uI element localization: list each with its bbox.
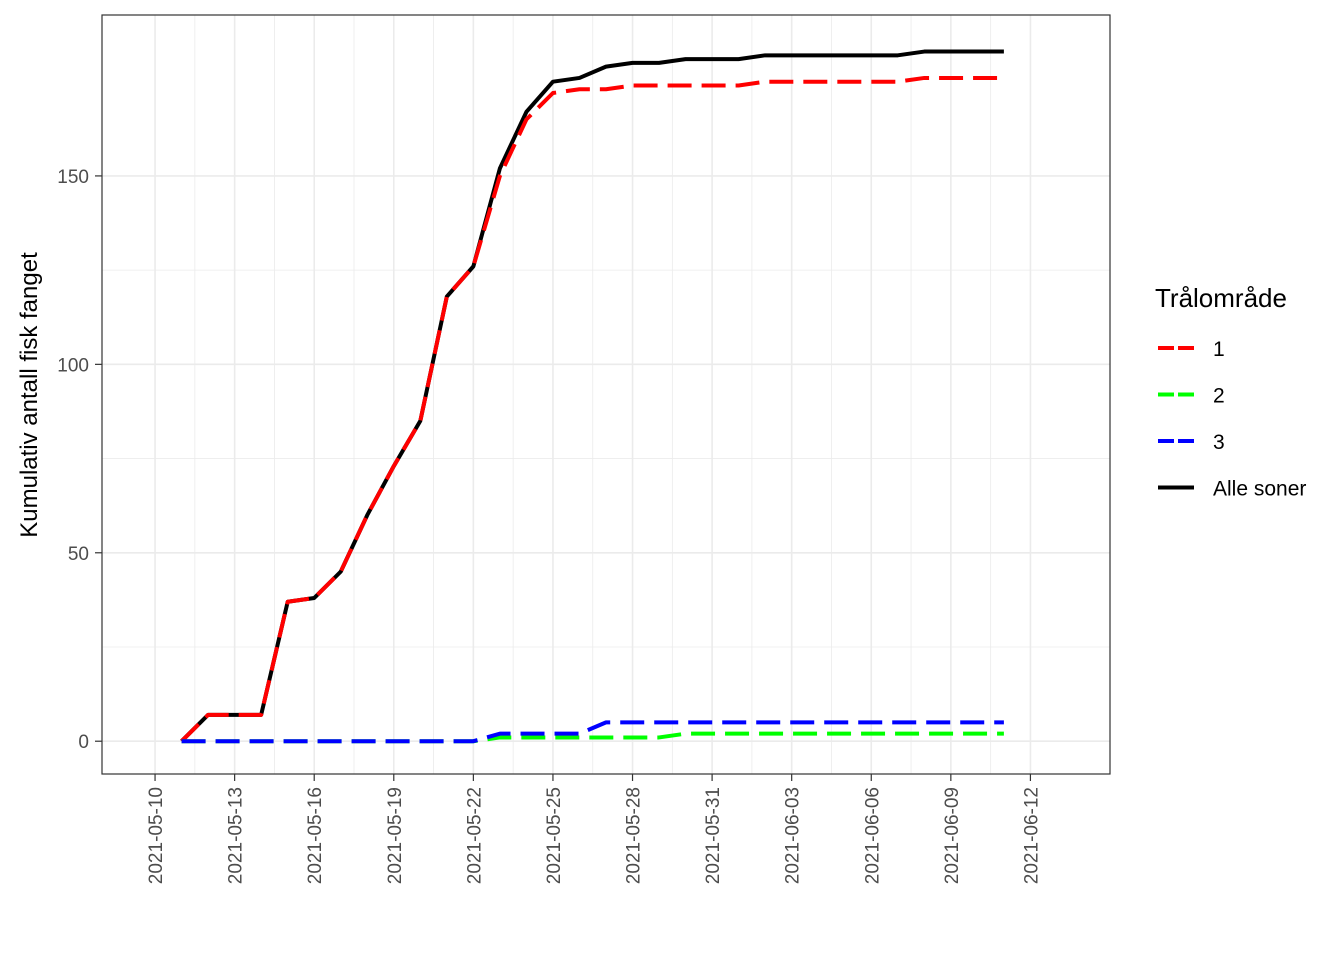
grid bbox=[102, 15, 1110, 774]
legend-label-2: 2 bbox=[1213, 385, 1225, 408]
legend-label-3: 3 bbox=[1213, 431, 1225, 454]
x-tick-label: 2021-05-22 bbox=[464, 787, 485, 884]
y-tick-label: 50 bbox=[68, 544, 89, 565]
legend-title: Trålområde bbox=[1155, 283, 1287, 313]
x-tick-label: 2021-06-03 bbox=[783, 787, 804, 884]
legend: Trålområde 1 2 3 Alle soner bbox=[1155, 283, 1306, 501]
x-tick-label: 2021-06-12 bbox=[1021, 787, 1042, 884]
plot-panel-border bbox=[101, 14, 1111, 775]
legend-items: 1 2 3 Alle soner bbox=[1158, 338, 1306, 501]
y-tick-label: 150 bbox=[57, 167, 89, 188]
series-line-3 bbox=[181, 720, 1004, 744]
x-tick-label: 2021-05-25 bbox=[544, 787, 565, 884]
x-tick-label: 2021-06-09 bbox=[942, 787, 963, 884]
legend-label-4: Alle soner bbox=[1213, 478, 1306, 501]
y-tick-label: 0 bbox=[78, 732, 89, 753]
x-tick-label: 2021-05-16 bbox=[305, 787, 326, 884]
series-lines bbox=[180, 49, 1004, 744]
y-tick-label: 100 bbox=[57, 355, 89, 376]
x-tick-label: 2021-05-31 bbox=[703, 787, 724, 884]
y-axis: 0 50 100 150 bbox=[57, 167, 102, 753]
legend-label-1: 1 bbox=[1213, 338, 1225, 361]
y-axis-title: Kumulativ antall fisk fanget bbox=[16, 252, 43, 538]
x-tick-label: 2021-05-10 bbox=[146, 787, 167, 884]
x-tick-label: 2021-06-06 bbox=[862, 787, 883, 884]
x-tick-label: 2021-05-13 bbox=[226, 787, 247, 884]
series-line-1 bbox=[180, 75, 1004, 743]
x-axis: 2021-05-10 2021-05-13 2021-05-16 2021-05-19… bbox=[146, 774, 1042, 884]
x-tick-label: 2021-05-19 bbox=[385, 787, 406, 884]
x-tick-label: 2021-05-28 bbox=[624, 787, 645, 884]
